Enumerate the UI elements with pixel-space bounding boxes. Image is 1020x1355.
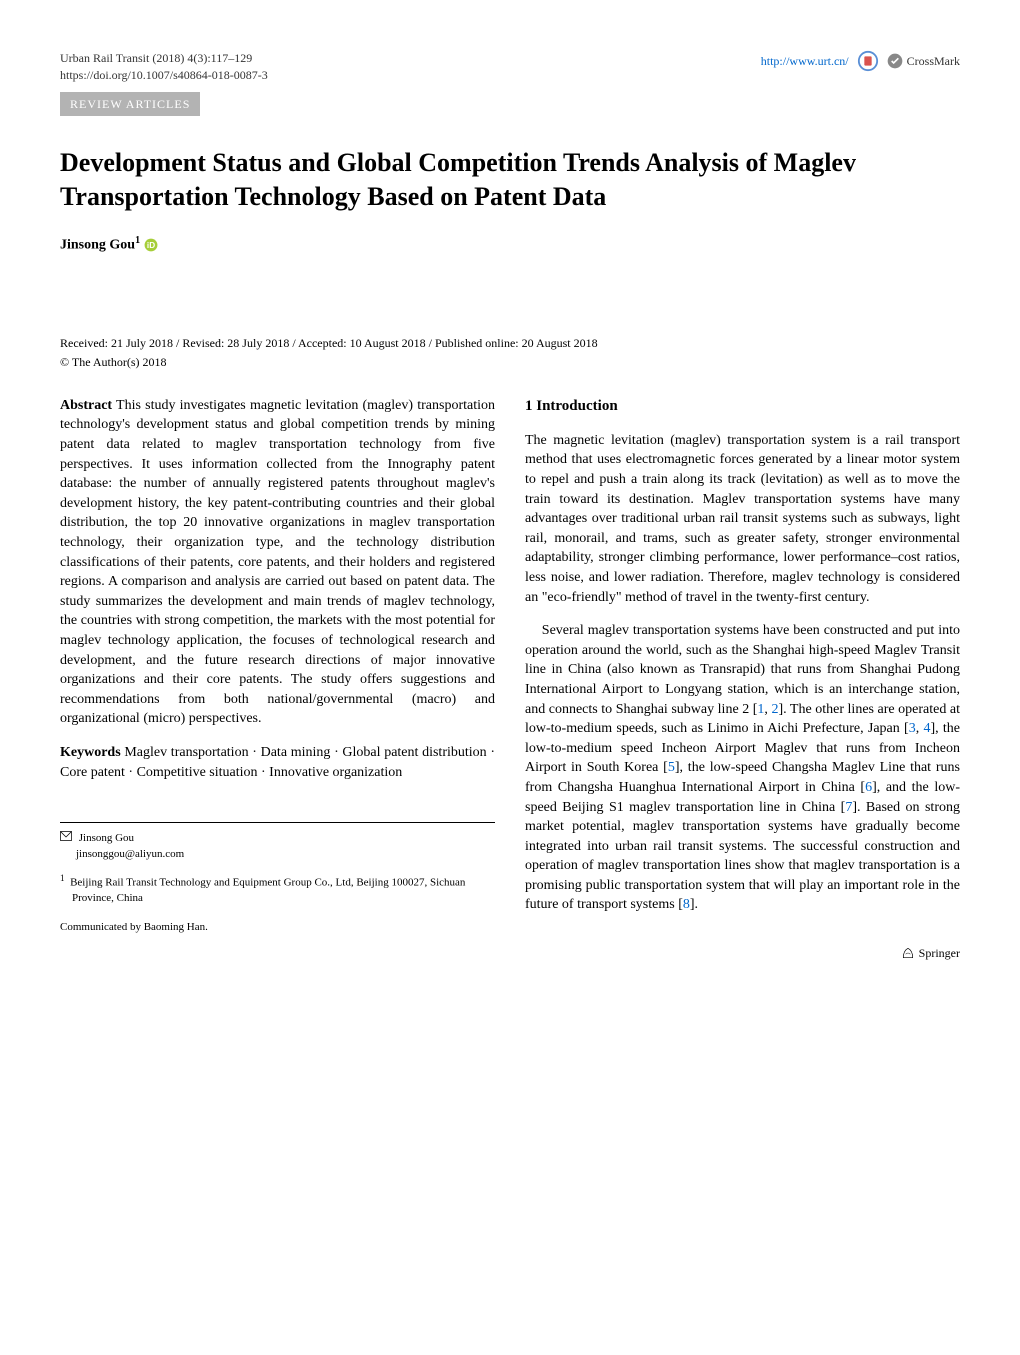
abstract-heading: Abstract xyxy=(60,398,112,413)
doi-line: https://doi.org/10.1007/s40864-018-0087-… xyxy=(60,67,268,84)
affiliation-num: 1 xyxy=(60,873,65,883)
affiliation-text: Beijing Rail Transit Technology and Equi… xyxy=(70,877,465,904)
page-header: Urban Rail Transit (2018) 4(3):117–129 h… xyxy=(60,50,960,84)
abstract-paragraph: Abstract This study investigates magneti… xyxy=(60,396,495,729)
ref-link-5[interactable]: 5 xyxy=(668,760,675,775)
intro-p2: Several maglev transportation systems ha… xyxy=(525,621,960,915)
keywords-heading: Keywords xyxy=(60,745,121,760)
crossmark-label: CrossMark xyxy=(907,53,960,70)
copyright-line: © The Author(s) 2018 xyxy=(60,354,960,371)
header-left: Urban Rail Transit (2018) 4(3):117–129 h… xyxy=(60,50,268,84)
svg-text:iD: iD xyxy=(147,241,155,250)
section-bar: REVIEW ARTICLES xyxy=(60,92,200,117)
header-right: http://www.urt.cn/ CrossMark xyxy=(761,50,960,72)
correspondence-line: Jinsong Gou xyxy=(60,831,495,846)
ref-link-8[interactable]: 8 xyxy=(683,897,690,912)
abstract-block: Abstract This study investigates magneti… xyxy=(60,396,495,782)
orcid-icon: iD xyxy=(144,238,158,252)
ref-link-6[interactable]: 6 xyxy=(865,780,872,795)
left-column: Abstract This study investigates magneti… xyxy=(60,396,495,962)
two-column-layout: Abstract This study investigates magneti… xyxy=(60,396,960,962)
intro-p2-seg: ]. Based on strong market potential, mag… xyxy=(525,800,960,913)
communicated-by: Communicated by Baoming Han. xyxy=(60,920,495,935)
keywords-text: Maglev transportation · Data mining · Gl… xyxy=(60,745,495,780)
journal-line: Urban Rail Transit (2018) 4(3):117–129 xyxy=(60,50,268,67)
intro-body: The magnetic levitation (maglev) transpo… xyxy=(525,431,960,915)
springer-label: Springer xyxy=(919,945,960,962)
article-dates: Received: 21 July 2018 / Revised: 28 Jul… xyxy=(60,335,960,352)
affiliation-block: 1 Beijing Rail Transit Technology and Eq… xyxy=(60,872,495,906)
intro-p2-seg: ]. xyxy=(690,897,698,912)
intro-heading: 1 Introduction xyxy=(525,396,960,417)
crossmark-badge[interactable]: CrossMark xyxy=(887,53,960,70)
mail-icon xyxy=(60,831,72,841)
crossmark-icon xyxy=(887,53,903,69)
correspondence-email: jinsonggou@aliyun.com xyxy=(76,847,495,862)
keywords-paragraph: Keywords Maglev transportation · Data mi… xyxy=(60,743,495,782)
article-title: Development Status and Global Competitio… xyxy=(60,146,960,214)
author-affiliation-sup: 1 xyxy=(135,235,140,246)
author-line: Jinsong Gou1 iD xyxy=(60,234,960,255)
springer-footer: Springer xyxy=(525,945,960,962)
springer-horse-icon xyxy=(901,946,915,960)
abstract-text: This study investigates magnetic levitat… xyxy=(60,398,495,727)
author-name: Jinsong Gou xyxy=(60,238,135,253)
urt-link[interactable]: http://www.urt.cn/ xyxy=(761,53,849,70)
urt-logo xyxy=(857,50,879,72)
intro-p1: The magnetic levitation (maglev) transpo… xyxy=(525,431,960,607)
urt-icon xyxy=(857,50,879,72)
right-column: 1 Introduction The magnetic levitation (… xyxy=(525,396,960,962)
ref-link-3[interactable]: 3 xyxy=(909,721,916,736)
author-footer: Jinsong Gou jinsonggou@aliyun.com 1 Beij… xyxy=(60,822,495,936)
correspondence-name: Jinsong Gou xyxy=(79,832,134,844)
